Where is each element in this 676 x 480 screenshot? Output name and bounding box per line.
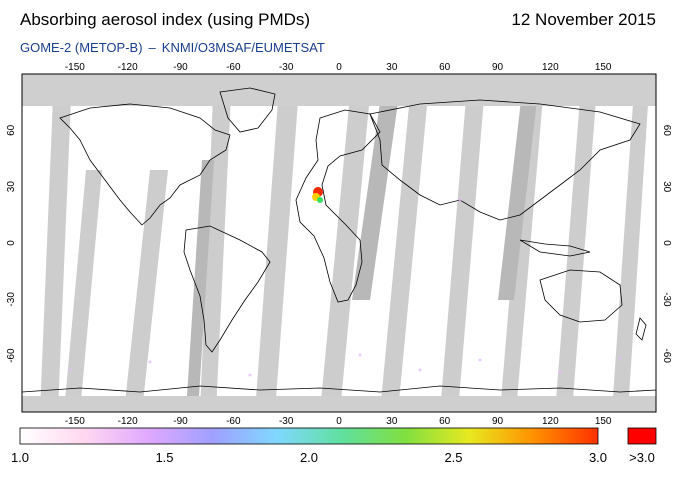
lat-tick-label-right: -30 <box>661 292 672 307</box>
colorbar <box>19 427 599 445</box>
colorbar-tick-label: 2.0 <box>300 450 318 465</box>
lon-tick-label-top: -30 <box>279 62 294 73</box>
lon-tick-label-top: -60 <box>226 62 241 73</box>
lat-ticks-left: 60 30 0 -30 -60 <box>6 124 17 363</box>
lon-tick-label-top: 90 <box>492 62 504 73</box>
lat-tick-label-right: 60 <box>661 125 672 137</box>
no-data-swaths-dark <box>186 74 540 412</box>
map-frame <box>21 73 657 413</box>
colorbar-overflow-label: >3.0 <box>629 450 655 465</box>
lat-tick-label-left: 60 <box>6 124 17 136</box>
hotspot-low <box>317 197 323 203</box>
lat-ticks-right: 60 30 0 -30 -60 <box>661 125 672 364</box>
lat-tick-label-left: -30 <box>6 292 17 307</box>
lon-tick-label-bottom: -60 <box>226 416 241 427</box>
subtitle-separator: – <box>148 40 156 55</box>
lat-tick-label-left: 30 <box>6 181 17 193</box>
arctic-no-data <box>22 74 656 106</box>
lon-tick-label-bottom: 150 <box>595 416 612 427</box>
lon-tick-label-top: 60 <box>439 62 451 73</box>
colorbar-tick-label: 3.0 <box>589 450 607 465</box>
lon-tick-label-top: -120 <box>118 62 138 73</box>
lon-tick-label-bottom: -90 <box>173 416 188 427</box>
lat-tick-label-left: 0 <box>6 240 17 246</box>
map-date: 12 November 2015 <box>511 10 656 29</box>
colorbar-tick-label: 1.0 <box>11 450 29 465</box>
lon-tick-label-bottom: -150 <box>65 416 85 427</box>
lon-tick-label-top: 0 <box>336 62 342 73</box>
colorbar-tick-label: 2.5 <box>444 450 462 465</box>
antarctic-no-data <box>22 396 656 412</box>
land-outlines <box>22 87 656 393</box>
colorbar-tick-label: 1.5 <box>155 450 173 465</box>
lon-tick-label-bottom: 30 <box>386 416 398 427</box>
lon-tick-label-bottom: -30 <box>279 416 294 427</box>
lon-tick-label-bottom: -120 <box>118 416 138 427</box>
lon-tick-label-bottom: 0 <box>336 416 342 427</box>
colorbar-labels: 1.0 1.5 2.0 2.5 3.0 <box>11 450 607 465</box>
lat-tick-label-right: 0 <box>661 240 672 246</box>
lon-tick-label-top: -150 <box>65 62 85 73</box>
lon-ticks-top: -150 -120 -90 -60 -30 0 30 60 90 120 150 <box>65 62 612 73</box>
lat-tick-label-right: -60 <box>661 348 672 363</box>
instrument-label: GOME-2 (METOP-B) <box>20 40 143 55</box>
lon-tick-label-bottom: 60 <box>439 416 451 427</box>
lon-tick-label-top: 120 <box>542 62 559 73</box>
lon-ticks-bottom: -150 -120 -90 -60 -30 0 30 60 90 120 150 <box>65 416 612 427</box>
lon-tick-label-bottom: 120 <box>542 416 559 427</box>
map-panel <box>22 74 656 412</box>
colorbar-overflow-swatch <box>627 427 657 445</box>
map-title: Absorbing aerosol index (using PMDs) <box>20 10 311 29</box>
no-data-swaths <box>40 74 650 412</box>
map-subtitle: GOME-2 (METOP-B) – KNMI/O3MSAF/EUMETSAT <box>20 40 325 55</box>
lon-tick-label-bottom: 90 <box>492 416 504 427</box>
provider-label: KNMI/O3MSAF/EUMETSAT <box>161 40 325 55</box>
lat-tick-label-right: 30 <box>661 181 672 193</box>
aerosol-hotspot <box>312 187 323 203</box>
lat-tick-label-left: -60 <box>6 348 17 363</box>
lon-tick-label-top: -90 <box>173 62 188 73</box>
scattered-aerosol-dots <box>68 198 622 377</box>
lon-tick-label-top: 30 <box>386 62 398 73</box>
lon-tick-label-top: 150 <box>595 62 612 73</box>
